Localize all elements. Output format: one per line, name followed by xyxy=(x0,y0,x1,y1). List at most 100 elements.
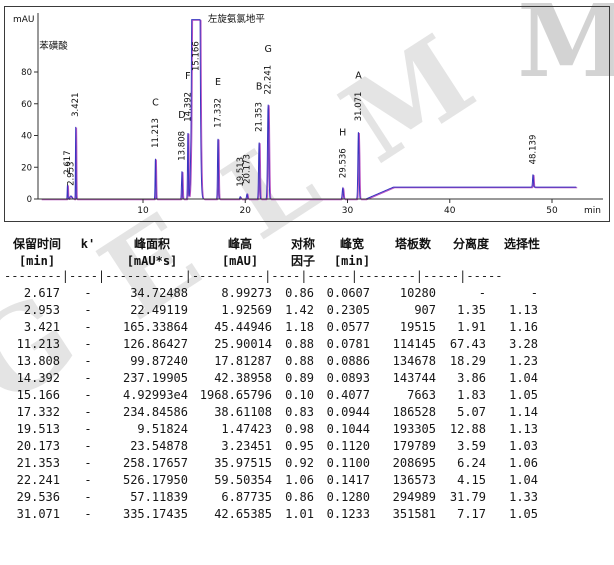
header-cell: 因子 xyxy=(290,254,315,268)
header-cell: 峰面积 xyxy=(133,237,170,251)
table-cell: 1.06 xyxy=(285,473,314,487)
chromatogram-panel: mAU 0 20 40 60 80 10 20 30 40 50 min 2.617 2.953 3.421… xyxy=(4,6,610,222)
peak-annotation: 苯磺酸 xyxy=(39,40,68,52)
peak-letter: D xyxy=(178,110,185,121)
table-cell: 57.11839 xyxy=(130,490,188,504)
table-cell: 1.33 xyxy=(509,490,538,504)
table-cell: 21.353 xyxy=(16,456,60,470)
table-cell: 1.14 xyxy=(509,405,538,419)
header-cell: 选择性 xyxy=(503,237,540,251)
table-cell: 1.04 xyxy=(509,371,538,385)
table-cell: 258.17657 xyxy=(122,456,188,470)
peak-label: 48.139 xyxy=(528,135,538,165)
table-cell: 1.92569 xyxy=(221,303,272,317)
table-cell: 7.17 xyxy=(457,507,486,521)
table-cell: 5.07 xyxy=(457,405,486,419)
peak-label: 14.392 xyxy=(183,92,193,122)
table-cell: 0.88 xyxy=(285,354,314,368)
table-cell: 14.392 xyxy=(16,371,60,385)
chromatogram-trace xyxy=(40,19,577,200)
header-cell: 峰宽 xyxy=(339,237,364,251)
table-row: 19.513 - 9.51824 1.47423 0.98 0.1044 193305 12.… xyxy=(4,421,610,438)
trace-shadow xyxy=(41,19,578,201)
table-cell: 114145 xyxy=(392,337,436,351)
table-cell: 186528 xyxy=(392,405,436,419)
table-cell: - xyxy=(84,371,92,385)
table-cell: 38.61108 xyxy=(214,405,272,419)
table-cell: 99.87240 xyxy=(130,354,188,368)
table-cell: 1968.65796 xyxy=(199,388,272,402)
table-cell: 1.03 xyxy=(509,439,538,453)
table-cell: 10280 xyxy=(399,286,436,300)
peak-label: 29.536 xyxy=(338,148,348,178)
table-cell: 907 xyxy=(414,303,436,317)
peak-label: 2.617 xyxy=(63,150,73,174)
x-tick-label: 40 xyxy=(444,206,456,216)
header-cell xyxy=(496,253,548,270)
table-cell: - xyxy=(84,320,92,334)
table-cell: 31.071 xyxy=(16,507,60,521)
table-row: 15.166 - 4.92993e4 1968.65796 0.10 0.4077 7663… xyxy=(4,387,610,404)
table-cell: 42.38958 xyxy=(214,371,272,385)
table-cell: 179789 xyxy=(392,439,436,453)
table-cell: 45.44946 xyxy=(214,320,272,334)
peak-letter: H xyxy=(339,127,346,138)
table-cell: - xyxy=(84,337,92,351)
table-row: 17.332 - 234.84586 38.61108 0.83 0.0944 186528… xyxy=(4,404,610,421)
table-cell: - xyxy=(84,507,92,521)
table-cell: 0.0944 xyxy=(326,405,370,419)
table-cell: 67.43 xyxy=(449,337,486,351)
table-cell: 0.1417 xyxy=(326,473,370,487)
table-cell: 0.86 xyxy=(285,490,314,504)
peak-letter: F xyxy=(185,71,190,82)
table-cell: - xyxy=(84,303,92,317)
header-cell: [mAU*s] xyxy=(126,254,178,268)
table-cell: 1.91 xyxy=(457,320,486,334)
table-cell: 1.16 xyxy=(509,320,538,334)
table-cell: 0.0577 xyxy=(326,320,370,334)
peak-label: 20.173 xyxy=(243,154,253,184)
table-row: 2.953 - 22.49119 1.92569 1.42 0.2305 907 1.35 1.… xyxy=(4,302,610,319)
table-cell: 234.84586 xyxy=(122,405,188,419)
peak-label: 17.332 xyxy=(213,98,223,128)
table-cell: 31.79 xyxy=(449,490,486,504)
table-cell: 0.1280 xyxy=(326,490,370,504)
peak-letter: B xyxy=(256,81,263,92)
table-cell: 193305 xyxy=(392,422,436,436)
table-cell: 19.513 xyxy=(16,422,60,436)
table-cell: 143744 xyxy=(392,371,436,385)
header-cell: 保留时间 xyxy=(12,237,61,251)
peak-annotation: 左旋氨氯地平 xyxy=(208,13,266,25)
table-cell: 12.88 xyxy=(449,422,486,436)
table-cell: 351581 xyxy=(392,507,436,521)
table-cell: 35.97515 xyxy=(214,456,272,470)
table-row: 31.071 - 335.17435 42.65385 1.01 0.1233 351581… xyxy=(4,506,610,523)
table-cell: 22.241 xyxy=(16,473,60,487)
peak-label: 31.071 xyxy=(354,92,364,122)
table-cell: 237.19905 xyxy=(122,371,188,385)
table-cell: - xyxy=(84,473,92,487)
table-cell: 3.23451 xyxy=(221,439,272,453)
table-separator: --------|----|-----------|----------|---… xyxy=(4,269,503,283)
table-cell: 22.49119 xyxy=(130,303,188,317)
table-cell: 0.0893 xyxy=(326,371,370,385)
peak-label: 21.353 xyxy=(255,102,265,132)
table-cell: 335.17435 xyxy=(122,507,188,521)
table-cell: 0.0607 xyxy=(326,286,370,300)
header-cell: [min] xyxy=(333,254,371,268)
table-cell: 2.617 xyxy=(23,286,60,300)
peak-label: 19.513 xyxy=(236,157,246,187)
header-cell: k' xyxy=(80,237,96,251)
table-cell: - xyxy=(84,354,92,368)
table-cell: 0.1233 xyxy=(326,507,370,521)
table-cell: - xyxy=(84,388,92,402)
table-cell: 13.808 xyxy=(16,354,60,368)
table-cell: 1.42 xyxy=(285,303,314,317)
table-cell: 0.1100 xyxy=(326,456,370,470)
table-cell: 0.4077 xyxy=(326,388,370,402)
table-cell: 2.953 xyxy=(23,303,60,317)
y-tick-label: 40 xyxy=(21,132,32,142)
x-tick-label: 20 xyxy=(240,206,252,216)
